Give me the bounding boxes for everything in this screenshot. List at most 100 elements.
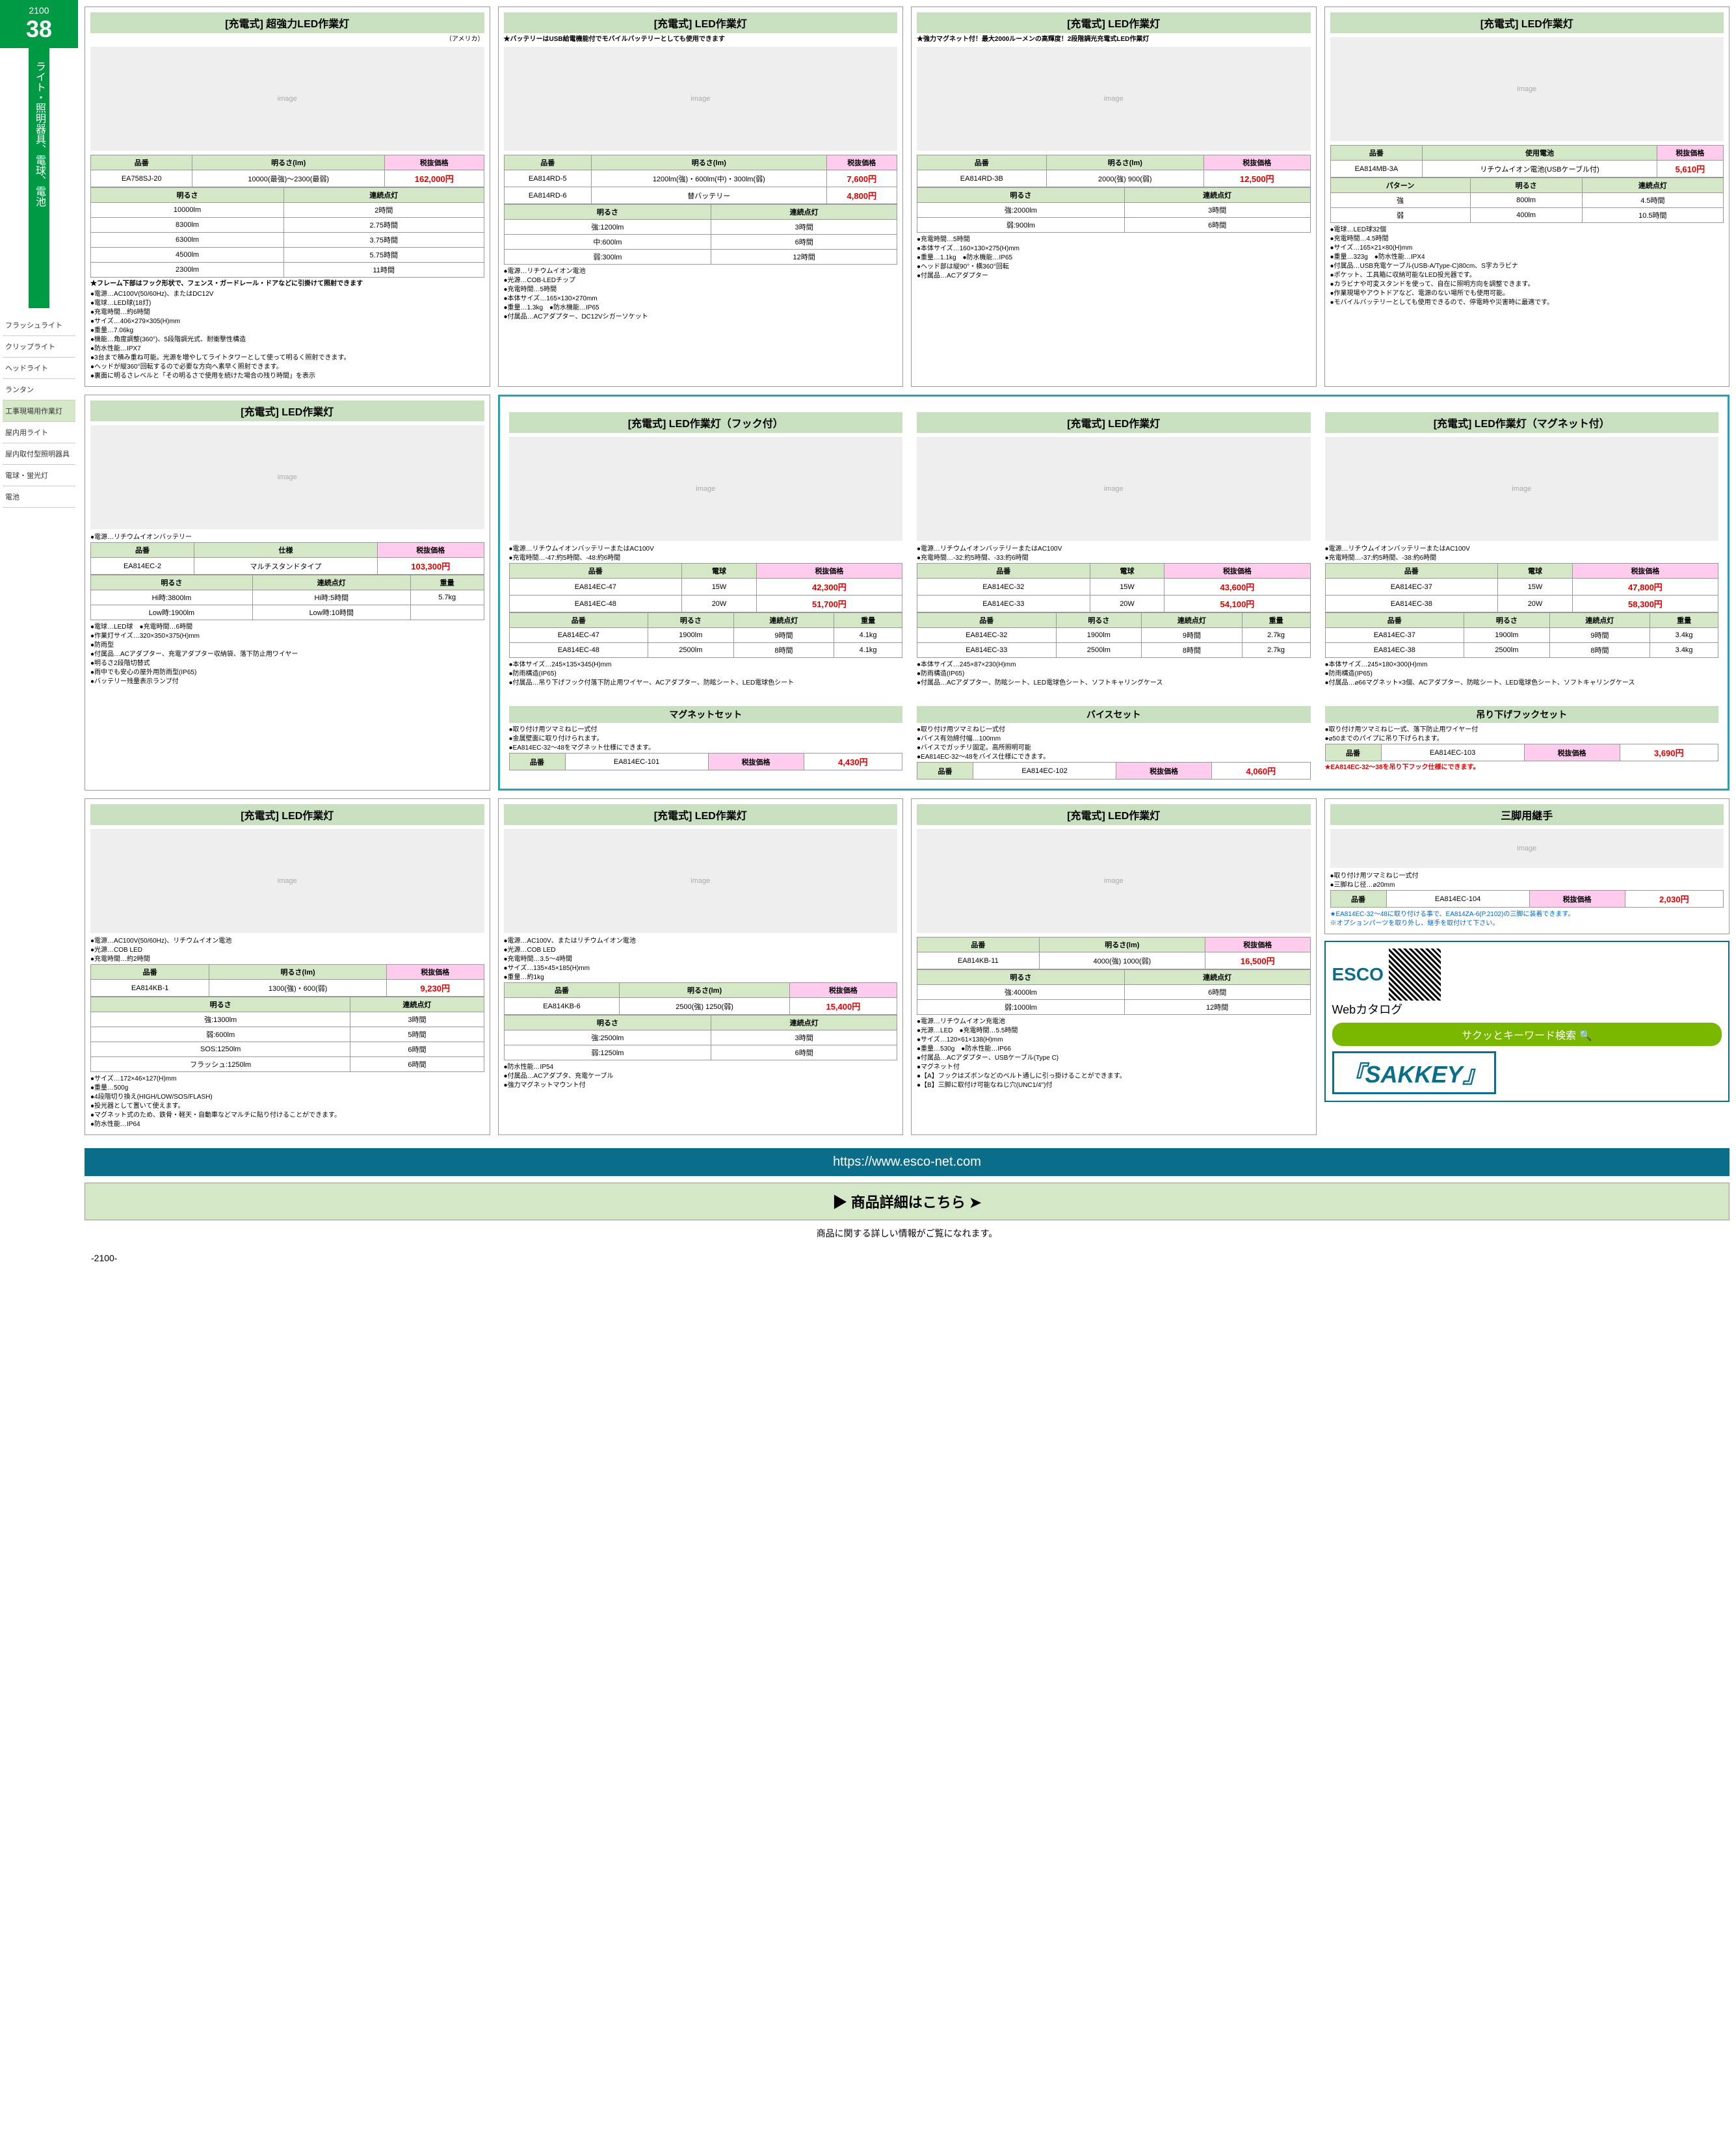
price-table: 品番明るさ(lm)税抜価格 EA814RD-3B2000(強) 900(弱)12… [917, 155, 1311, 187]
card-title: 三脚用継手 [1330, 804, 1724, 825]
sidebar-item[interactable]: 電球・蛍光灯 [3, 465, 75, 486]
price-table: 品番EA814EC-102税抜価格4,060円 [917, 762, 1311, 780]
product-image: image [917, 829, 1311, 933]
sakkey-box: ESCO Webカタログ サクッとキーワード検索 🔍 『SAKKEY』 [1324, 941, 1730, 1102]
origin: （アメリカ） [90, 33, 484, 43]
card-ea814rd3b: [充電式] LED作業灯 ★強力マグネット付！最大2000ルーメンの高輝度！2段… [911, 7, 1317, 387]
product-image: image [509, 437, 903, 541]
ec-group: [充電式] LED作業灯（フック付） image ●電源…リチウムイオンバッテリ… [498, 395, 1730, 791]
sakkey-name: 『SAKKEY』 [1332, 1051, 1496, 1094]
spec-table: 明るさ連続点灯強:2500lm3時間弱:1250lm6時間 [504, 1015, 898, 1060]
card-ec-mag: [充電式] LED作業灯（マグネット付） image ●電源…リチウムイオンバッ… [1321, 408, 1723, 692]
sidebar-item[interactable]: 屋内用ライト [3, 422, 75, 443]
star-note: ★強力マグネット付！最大2000ルーメンの高輝度！2段階調光充電式LED作業灯 [917, 33, 1311, 43]
spec-table: 明るさ連続点灯強:2000lm3時間弱:900lm6時間 [917, 187, 1311, 233]
url-banner[interactable]: https://www.esco-net.com [85, 1148, 1729, 1176]
card-title: [充電式] LED作業灯（フック付） [509, 412, 903, 433]
card-title: [充電式] LED作業灯 [917, 804, 1311, 825]
page-number-bottom: -2100- [85, 1246, 1729, 1270]
acc-title: マグネットセット [509, 706, 903, 723]
spec-table: 品番明るさ連続点灯重量EA814EC-371900lm9時間3.4kgEA814… [1325, 612, 1719, 658]
price-table: 品番電球税抜価格EA814EC-4715W42,300円EA814EC-4820… [509, 563, 903, 612]
card-ea814ec2: [充電式] LED作業灯 image ●電源…リチウムイオンバッテリー 品番仕様… [85, 395, 490, 791]
notes: ●防水性能…IP54●付属品…ACアダプタ、充電ケーブル●強力マグネットマウント… [504, 1063, 898, 1090]
spec-table: 明るさ連続点灯10000lm2時間8300lm2.75時間6300lm3.75時… [90, 187, 484, 278]
right-column: 三脚用継手 image ●取り付け用ツマミねじ一式付●三脚ねじ径…⌀20mm 品… [1324, 798, 1730, 1135]
section-number: 38 [3, 16, 75, 43]
notes: ●電源…AC100V(50/60Hz)、またはDC12V●電球…LED球(18灯… [90, 290, 484, 381]
section-name: ライト・照明器具、電球、電池 [29, 48, 49, 308]
spec-table: 明るさ連続点灯強:1200lm3時間中:600lm6時間弱:300lm12時間 [504, 204, 898, 265]
sidebar-item[interactable]: 工事現場用作業灯 [3, 400, 75, 422]
card-title: [充電式] LED作業灯（マグネット付） [1325, 412, 1719, 433]
card-ea814rd5: [充電式] LED作業灯 ★バッテリーはUSB給電機能付でモバイルバッテリーとし… [498, 7, 904, 387]
bullets: ●電源…リチウムイオンバッテリーまたはAC100V●充電時間…-32:約5時間、… [917, 545, 1311, 563]
bullets: ●取り付け用ツマミねじ一式付●バイス有効締付幅…100mm●バイスでガッチリ固定… [917, 726, 1311, 762]
price-table: 品番使用電池税抜価格 EA814MB-3Aリチウムイオン電池(USBケーブル付)… [1330, 145, 1724, 177]
footer-text: 商品に関する詳しい情報がご覧になれます。 [85, 1220, 1729, 1246]
bullets: ●取り付け用ツマミねじ一式付●三脚ねじ径…⌀20mm [1330, 872, 1724, 890]
bullets: ●取り付け用ツマミねじ一式、落下防止用ワイヤー付●⌀50までのパイプに吊り下げら… [1325, 726, 1719, 744]
sidebar-item[interactable]: 屋内取付型照明器具 [3, 443, 75, 465]
notes: ●本体サイズ…245×135×345(H)mm●防雨構造(IP65)●付属品…吊… [509, 661, 903, 688]
notes: ●本体サイズ…245×87×230(H)mm●防雨構造(IP65)●付属品…AC… [917, 661, 1311, 688]
card-ea814mb3a: [充電式] LED作業灯 image 品番使用電池税抜価格 EA814MB-3A… [1324, 7, 1730, 387]
card-title: [充電式] LED作業灯 [90, 804, 484, 825]
page-number-top: 2100 [3, 5, 75, 16]
price-table: 品番明るさ(lm)税抜価格 EA814RD-51200lm(強)・600lm(中… [504, 155, 898, 204]
side-nav: フラッシュライトクリップライトヘッドライトランタン工事現場用作業灯屋内用ライト屋… [0, 308, 78, 514]
accessory-vise: バイスセット ●取り付け用ツマミねじ一式付●バイス有効締付幅…100mm●バイス… [913, 698, 1315, 783]
spec-table: パターン明るさ連続点灯強800lm4.5時間弱400lm10.5時間 [1330, 177, 1724, 223]
card-ec-std: [充電式] LED作業灯 image ●電源…リチウムイオンバッテリーまたはAC… [913, 408, 1315, 692]
product-image: image [504, 47, 898, 151]
card-title: [充電式] LED作業灯 [504, 12, 898, 33]
qr-code-icon [1389, 949, 1441, 1001]
sidebar-item[interactable]: フラッシュライト [3, 315, 75, 336]
price-table: 品番仕様税抜価格 EA814EC-2マルチスタンドタイプ103,300円 [90, 542, 484, 575]
sidebar-item[interactable]: 電池 [3, 486, 75, 508]
product-image: image [504, 829, 898, 933]
sidebar-item[interactable]: クリップライト [3, 336, 75, 358]
price-table: 品番EA814EC-104税抜価格2,030円 [1330, 890, 1724, 908]
product-image: image [1330, 829, 1724, 868]
star-note: ★バッテリーはUSB給電機能付でモバイルバッテリーとしても使用できます [504, 33, 898, 43]
spec-table: 明るさ連続点灯強:4000lm6時間弱:1000lm12時間 [917, 969, 1311, 1015]
price-table: 品番明るさ(lm)税抜価格 EA814KB-11300(強)・600(弱)9,2… [90, 964, 484, 997]
card-title: [充電式] LED作業灯 [1330, 12, 1724, 33]
detail-button[interactable]: ▶ 商品詳細はこちら ➤ [85, 1183, 1729, 1220]
bullets: ●電源…リチウムイオンバッテリーまたはAC100V●充電時間…-37:約5時間、… [1325, 545, 1719, 563]
sidebar-item[interactable]: ヘッドライト [3, 358, 75, 379]
product-image: image [917, 47, 1311, 151]
notes: ●サイズ…172×46×127(H)mm●重量…500g●4段階切り換え(HIG… [90, 1075, 484, 1129]
bullet: ●電源…リチウムイオンバッテリー [90, 533, 484, 542]
acc-title: バイスセット [917, 706, 1311, 723]
price-table: 品番電球税抜価格EA814EC-3715W47,800円EA814EC-3820… [1325, 563, 1719, 612]
card-ea814kb1: [充電式] LED作業灯 image ●電源…AC100V(50/60Hz)、リ… [85, 798, 490, 1135]
product-image: image [1330, 37, 1724, 141]
sidebar: 2100 38 ライト・照明器具、電球、電池 フラッシュライトクリップライトヘッ… [0, 0, 78, 1276]
sidebar-header: 2100 38 [0, 0, 78, 48]
notes: ●電球…LED球 ●充電時間…6時間●作業灯サイズ…320×350×375(H)… [90, 623, 484, 687]
accessory-magnet: マグネットセット ●取り付け用ツマミねじ一式付●金属壁面に取り付けられます。●E… [505, 698, 907, 783]
sidebar-item[interactable]: ランタン [3, 379, 75, 400]
card-title: [充電式] LED作業灯 [917, 12, 1311, 33]
product-image: image [90, 829, 484, 933]
acc-title: 吊り下げフックセット [1325, 706, 1719, 723]
product-image: image [1325, 437, 1719, 541]
spec-table: 品番明るさ連続点灯重量EA814EC-321900lm9時間2.7kgEA814… [917, 612, 1311, 658]
card-title: [充電式] LED作業灯 [504, 804, 898, 825]
price-table: 品番EA814EC-103税抜価格3,690円 [1325, 744, 1719, 761]
price-table: 品番明るさ(lm)税抜価格 EA814KB-62500(強) 1250(弱)15… [504, 982, 898, 1015]
card-title: [充電式] LED作業灯 [917, 412, 1311, 433]
card-tripod: 三脚用継手 image ●取り付け用ツマミねじ一式付●三脚ねじ径…⌀20mm 品… [1324, 798, 1730, 934]
card-ec-hook: [充電式] LED作業灯（フック付） image ●電源…リチウムイオンバッテリ… [505, 408, 907, 692]
bullets: ●電源…AC100V(50/60Hz)、リチウムイオン電池●光源…COB LED… [90, 937, 484, 964]
price-table: 品番EA814EC-101税抜価格4,430円 [509, 753, 903, 770]
play-icon: ▶ [833, 1194, 847, 1211]
notes: ●充電時間…5時間●本体サイズ…160×130×275(H)mm●重量…1.1k… [917, 235, 1311, 281]
card-ea814kb11: [充電式] LED作業灯 image 品番明るさ(lm)税抜価格 EA814KB… [911, 798, 1317, 1135]
main-content: [充電式] 超強力LED作業灯 （アメリカ） image 品番明るさ(lm)税抜… [78, 0, 1736, 1276]
foot-note: ★EA814EC-32～38を吊り下フック仕様にできます。 [1325, 761, 1719, 771]
sakkey-sub: Webカタログ [1332, 1001, 1722, 1017]
price-table: 品番明るさ(lm)税抜価格 EA814KB-114000(強) 1000(弱)1… [917, 937, 1311, 969]
